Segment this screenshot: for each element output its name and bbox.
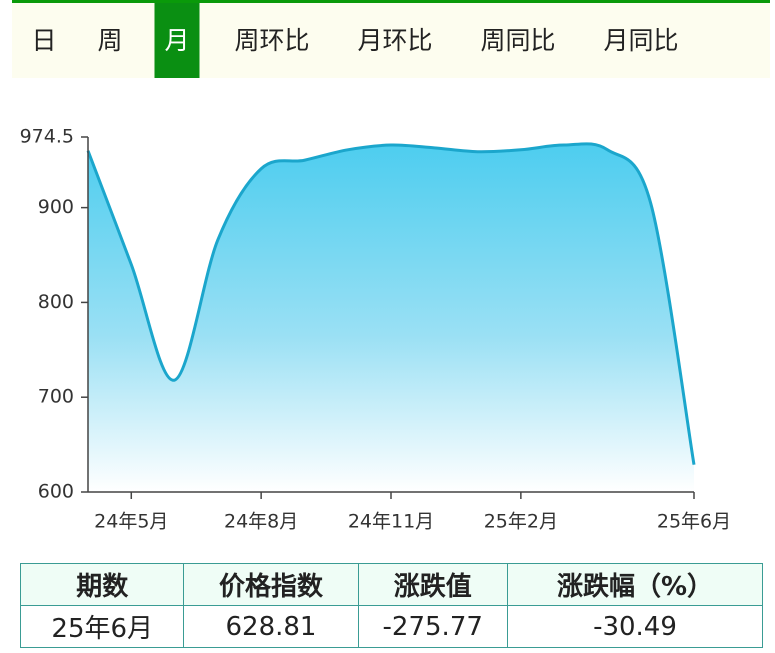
x-tick-label: 24年11月 — [348, 511, 434, 533]
x-tick-label: 25年2月 — [484, 511, 558, 533]
cell: -275.77 — [357, 605, 508, 648]
x-tick-label: 25年6月 — [657, 511, 731, 533]
header-cell: 涨跌幅（%） — [506, 563, 764, 606]
table-header: 期数 价格指数 涨跌值 涨跌幅（%） — [19, 563, 764, 606]
cell: 628.81 — [183, 605, 359, 648]
tab[interactable]: 周同比 — [480, 26, 556, 55]
cell: 25年6月 — [19, 605, 185, 648]
table-body: 25年6月 628.81 -275.77 -30.49 — [19, 605, 764, 648]
header-cell: 期数 — [19, 563, 185, 606]
y-tick-label: 974.5 — [20, 126, 74, 148]
line — [86, 142, 696, 465]
tab[interactable]: 月 — [154, 3, 200, 78]
header-cell: 价格指数 — [183, 563, 359, 606]
tab[interactable]: 周环比 — [234, 26, 310, 55]
x-tick-label: 24年8月 — [224, 511, 298, 533]
y-tick-label: 900 — [38, 196, 74, 218]
table-row: 25年6月 628.81 -275.77 -30.49 — [19, 605, 764, 648]
tab-bar: 日 周 月 周环比 月环比 周同比 月同比 — [12, 0, 770, 78]
y-tick-label: 700 — [38, 386, 74, 408]
header-cell: 涨跌值 — [357, 563, 508, 606]
tab[interactable]: 月同比 — [603, 26, 679, 55]
y-tick-label: 800 — [38, 291, 74, 313]
y-tick-label: 600 — [38, 481, 74, 503]
tab[interactable]: 周 — [97, 26, 123, 55]
cell: -30.49 — [506, 605, 764, 648]
tab[interactable]: 日 — [31, 26, 57, 55]
chart: 600 700 800 900 974.5 24年5月 24年8月 24年11月 25年2月 25… — [20, 126, 732, 533]
tab[interactable]: 月环比 — [357, 26, 433, 55]
data-table: 期数 价格指数 涨跌值 涨跌幅（%） 25年6月 628.81 -275.77 -30.49 — [19, 563, 764, 648]
area — [88, 143, 694, 492]
x-tick-label: 24年5月 — [94, 511, 168, 533]
